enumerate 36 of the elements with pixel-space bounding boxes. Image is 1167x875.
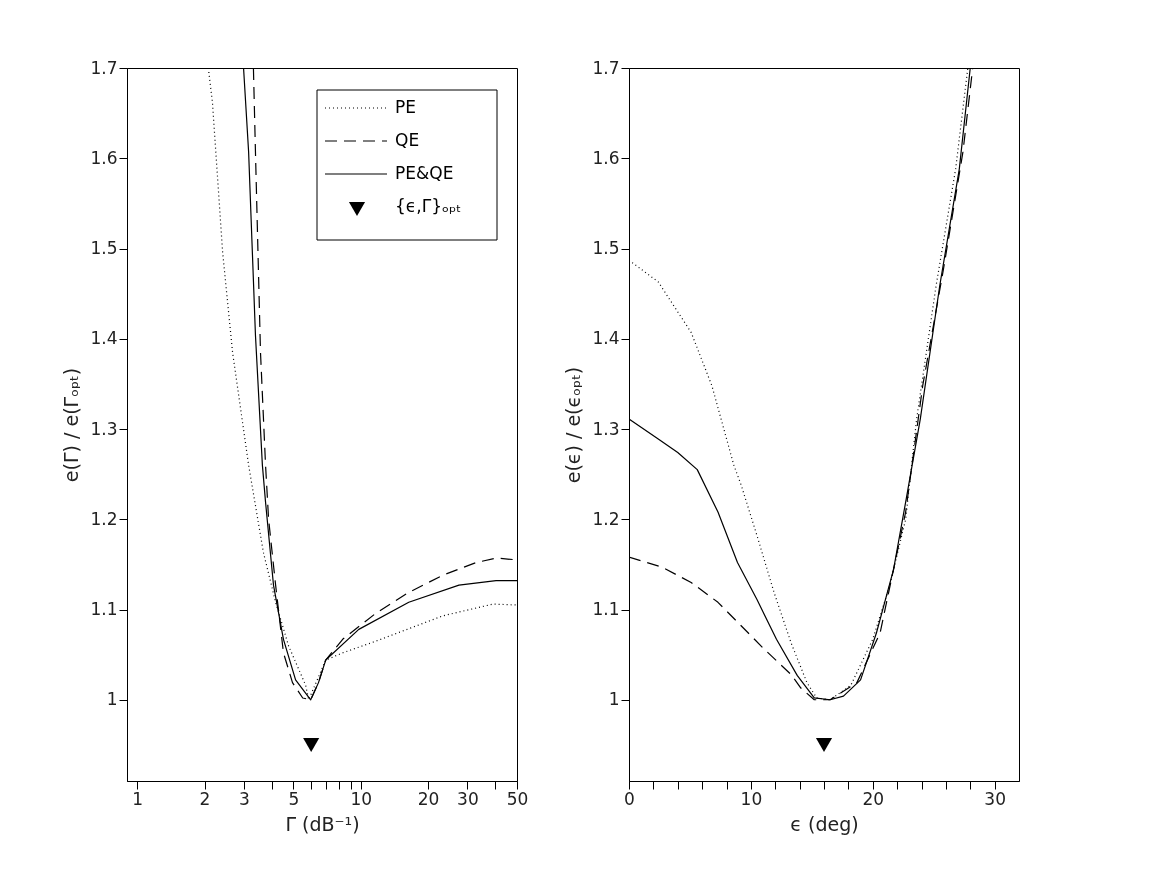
legend-label: {ϵ,Γ}ₒₚₜ — [395, 196, 462, 216]
x-tick-label: 30 — [457, 788, 479, 809]
x-tick-label: 2 — [199, 788, 211, 809]
y-axis-title: e(ϵ) / e(ϵₒₚₜ) — [562, 366, 585, 484]
x-tick-label: 1 — [132, 788, 144, 809]
y-tick-label: 1.2 — [90, 508, 118, 529]
y-tick-label: 1.4 — [592, 328, 620, 349]
y-tick-label: 1.3 — [90, 418, 118, 439]
legend-label: PE&QE — [395, 163, 454, 183]
y-tick-label: 1.6 — [90, 147, 118, 168]
y-tick-label: 1.7 — [592, 57, 620, 78]
x-tick-label: 50 — [506, 788, 529, 809]
x-tick-label: 20 — [862, 788, 885, 809]
x-axis-title: Γ (dB⁻¹) — [285, 812, 360, 835]
x-tick-label: 20 — [417, 788, 440, 809]
x-tick-label: 10 — [740, 788, 763, 809]
y-tick-label: 1 — [608, 689, 620, 710]
x-tick-label: 0 — [624, 788, 635, 809]
x-tick-label: 5 — [288, 788, 300, 809]
y-tick-label: 1.4 — [90, 328, 118, 349]
y-tick-label: 1.7 — [90, 57, 118, 78]
y-tick-label: 1.2 — [592, 508, 620, 529]
legend-label: QE — [395, 130, 420, 150]
y-tick-label: 1.3 — [592, 418, 620, 439]
y-tick-label: 1 — [106, 689, 118, 710]
y-tick-label: 1.5 — [592, 238, 620, 259]
legend-label: PE — [395, 97, 416, 117]
y-tick-label: 1.1 — [592, 599, 620, 620]
y-axis-title: e(Γ) / e(Γₒₚₜ) — [60, 367, 83, 483]
x-tick-label: 30 — [984, 788, 1006, 809]
x-tick-label: 3 — [238, 788, 250, 809]
x-axis-title: ϵ (deg) — [790, 812, 859, 835]
y-tick-label: 1.1 — [90, 599, 118, 620]
x-tick-label: 10 — [350, 788, 373, 809]
y-tick-label: 1.6 — [592, 147, 620, 168]
y-tick-label: 1.5 — [90, 238, 118, 259]
